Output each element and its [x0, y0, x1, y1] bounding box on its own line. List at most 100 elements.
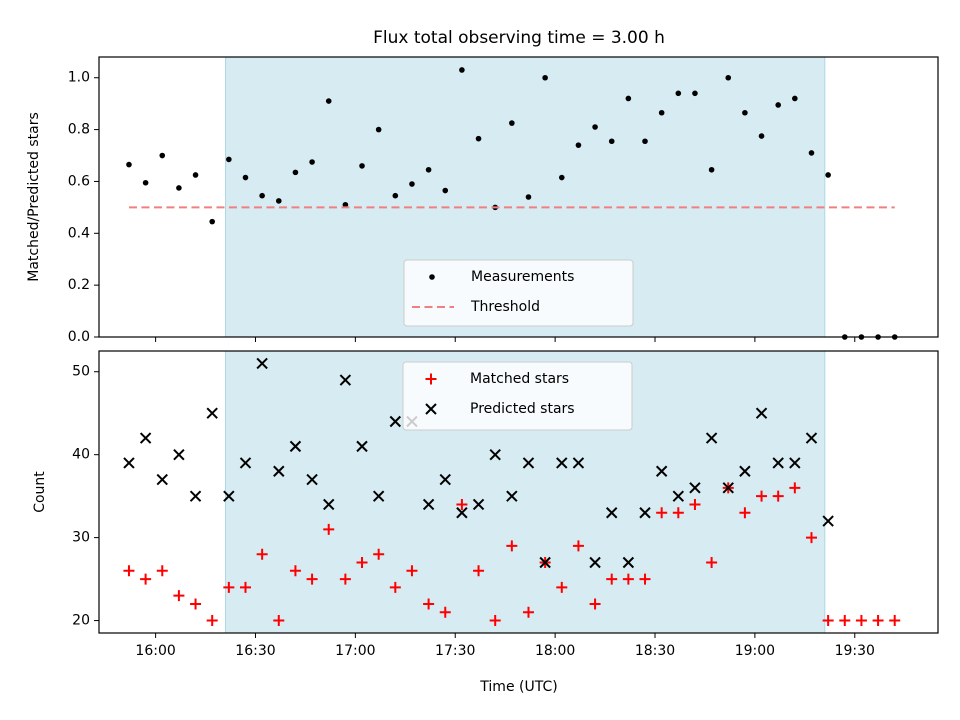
data-point [359, 163, 365, 169]
top-y-axis-label: Matched/Predicted stars [26, 112, 42, 282]
data-point [572, 457, 585, 469]
data-point [259, 192, 265, 199]
x-tick-label: 18:30 [635, 643, 675, 659]
data-point [323, 498, 335, 511]
data-point [539, 556, 551, 569]
data-point [139, 432, 152, 444]
data-point [209, 218, 215, 225]
data-point [589, 598, 601, 610]
data-point [525, 194, 532, 200]
data-point [672, 490, 685, 502]
data-point [275, 198, 282, 204]
data-point [439, 473, 451, 486]
data-point [375, 126, 382, 133]
data-point [522, 606, 534, 618]
data-point [625, 95, 632, 102]
y-tick-label: 1.0 [68, 70, 90, 86]
data-point [572, 540, 584, 552]
data-point [306, 573, 318, 585]
data-point [705, 432, 718, 444]
data-point [273, 615, 285, 627]
legend-box [402, 361, 633, 431]
data-point [606, 573, 618, 585]
data-point [822, 615, 834, 627]
data-point [825, 172, 831, 178]
legend-box [403, 259, 634, 327]
data-point [206, 615, 218, 627]
data-point [389, 581, 401, 593]
legend: Measurements Threshold [403, 259, 634, 327]
data-point [292, 169, 299, 176]
data-point [456, 507, 468, 519]
data-point [522, 457, 535, 469]
data-point [575, 142, 582, 148]
data-point [675, 90, 682, 97]
data-point [173, 448, 185, 461]
data-point [126, 161, 132, 168]
data-point [639, 507, 651, 519]
data-point [356, 440, 368, 453]
data-point [192, 172, 199, 178]
data-point [309, 159, 315, 165]
y-tick-label: 20 [72, 613, 90, 629]
data-point [656, 507, 668, 519]
data-point [472, 498, 485, 511]
data-point [156, 565, 168, 577]
data-point [592, 124, 598, 130]
data-point [506, 490, 518, 502]
y-tick-label: 0.2 [68, 277, 90, 293]
data-point [808, 150, 815, 156]
data-point [775, 102, 781, 108]
data-point [855, 615, 867, 627]
y-tick-label: 40 [72, 447, 90, 463]
data-point [672, 507, 684, 519]
x-tick-label: 19:00 [735, 643, 775, 659]
data-point [223, 581, 235, 593]
data-point [473, 565, 485, 577]
data-point [273, 465, 285, 477]
data-point [373, 548, 385, 560]
data-point [409, 181, 415, 187]
legend: Matched stars Predicted stars [402, 361, 633, 431]
data-point [542, 74, 548, 81]
y-tick-label: 50 [72, 364, 90, 380]
chart-title: Flux total observing time = 3.00 h [373, 28, 665, 48]
data-point [489, 615, 501, 627]
data-point [242, 174, 249, 181]
data-point [556, 581, 568, 593]
y-tick-label: 0.0 [68, 329, 90, 345]
data-point [772, 457, 784, 469]
data-point [789, 457, 801, 469]
plot-frame [98, 56, 939, 338]
data-point [190, 598, 202, 610]
data-point [306, 473, 318, 486]
legend-label: Measurements [471, 269, 574, 285]
matched-stars-series [123, 482, 901, 627]
data-point [156, 473, 168, 486]
data-point [789, 482, 801, 494]
data-point [475, 135, 482, 142]
data-point [805, 532, 817, 544]
data-point [239, 581, 251, 593]
data-point [289, 440, 302, 453]
legend-marker [425, 373, 437, 385]
x-tick-label: 16:00 [135, 643, 175, 659]
data-point [622, 556, 635, 569]
data-point [589, 556, 601, 569]
data-point [889, 615, 901, 627]
data-point [756, 490, 768, 502]
y-tick-label: 0.4 [68, 225, 90, 241]
legend-label: Threshold [470, 299, 540, 315]
data-point [456, 498, 468, 510]
x-tick-label: 16:30 [235, 643, 275, 659]
data-point [392, 192, 399, 199]
data-point [642, 138, 648, 145]
data-point [606, 507, 618, 519]
data-point [173, 590, 185, 602]
data-point [406, 565, 418, 577]
data-point [439, 606, 451, 618]
top-panel: 0.0 0.2 0.4 0.6 0.8 1.0 Measurements Threshold [68, 56, 939, 345]
data-point [689, 482, 701, 494]
bottom-y-axis-label: Count [32, 471, 48, 513]
data-point [189, 490, 202, 502]
